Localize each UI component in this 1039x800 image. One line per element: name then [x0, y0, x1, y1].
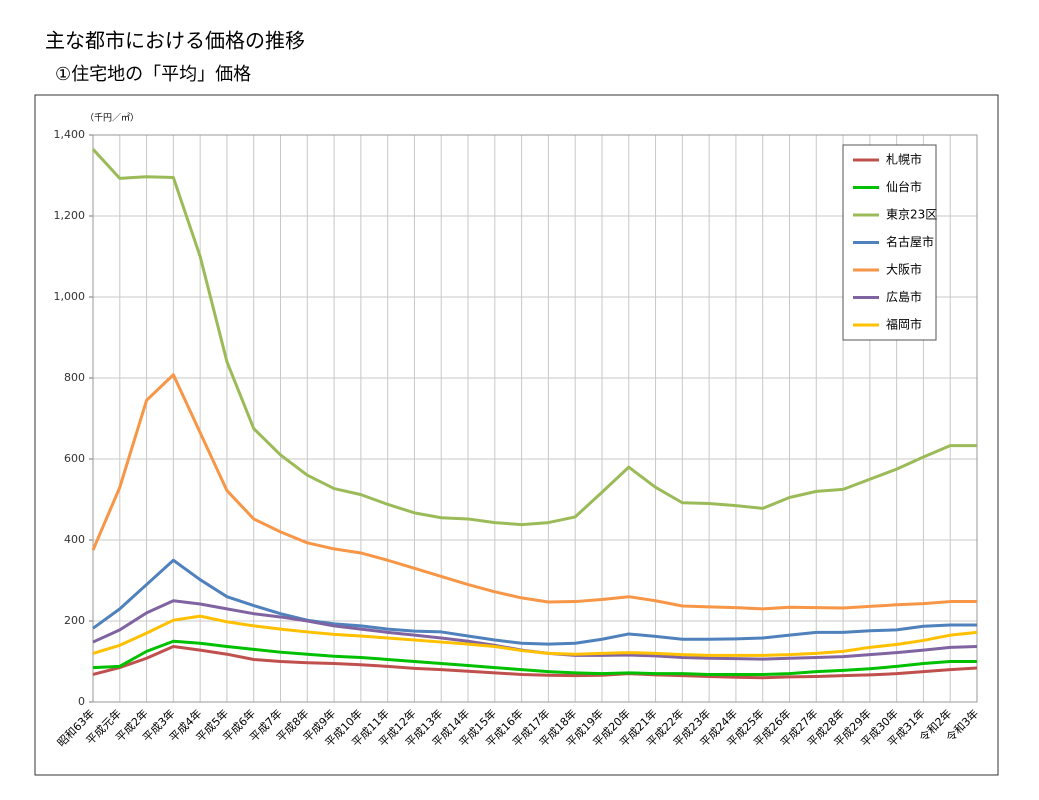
- plot-border: [92, 134, 978, 703]
- y-tick-label: 400: [64, 533, 85, 546]
- chart-title: 主な都市における価格の推移: [45, 29, 305, 53]
- y-tick-label: 1,200: [54, 209, 86, 222]
- legend-label: 名古屋市: [886, 234, 934, 249]
- y-tick-label: 200: [64, 614, 85, 627]
- series-line: [92, 639, 977, 676]
- legend-label: 東京23区: [886, 208, 937, 222]
- series-line: [92, 614, 978, 657]
- legend-label: 広島市: [886, 289, 922, 304]
- series-line: [92, 645, 978, 680]
- legend-label: 札幌市: [886, 152, 922, 167]
- series-line: [92, 558, 977, 646]
- y-tick-label: 800: [64, 371, 85, 384]
- legend-label: 大阪市: [886, 262, 922, 277]
- y-tick-label: 1,400: [54, 128, 86, 141]
- legend-label: 福岡市: [886, 317, 922, 332]
- series-line: [91, 373, 977, 611]
- legend-label: 仙台市: [886, 179, 922, 194]
- y-unit-label: （千円／㎡）: [85, 113, 139, 124]
- series-line: [91, 148, 977, 527]
- y-tick-label: 0: [78, 695, 85, 708]
- y-tick-label: 600: [64, 452, 85, 465]
- chart-frame: [34, 94, 999, 776]
- chart-subtitle: ①住宅地の「平均」価格: [55, 64, 251, 85]
- y-tick-label: 1,000: [54, 290, 86, 303]
